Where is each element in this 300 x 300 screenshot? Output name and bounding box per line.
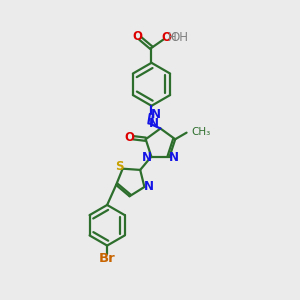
Text: O: O (124, 131, 135, 144)
Text: N: N (149, 117, 159, 130)
Text: Br: Br (99, 252, 116, 265)
Text: O: O (161, 31, 171, 44)
Text: N: N (169, 151, 179, 164)
Text: H: H (167, 31, 176, 44)
Text: N: N (151, 108, 161, 121)
Text: O: O (132, 30, 142, 43)
Text: N: N (144, 180, 154, 193)
Text: OH: OH (170, 31, 188, 44)
Text: CH₃: CH₃ (191, 127, 211, 137)
Text: N: N (142, 151, 152, 164)
Text: S: S (115, 160, 123, 173)
